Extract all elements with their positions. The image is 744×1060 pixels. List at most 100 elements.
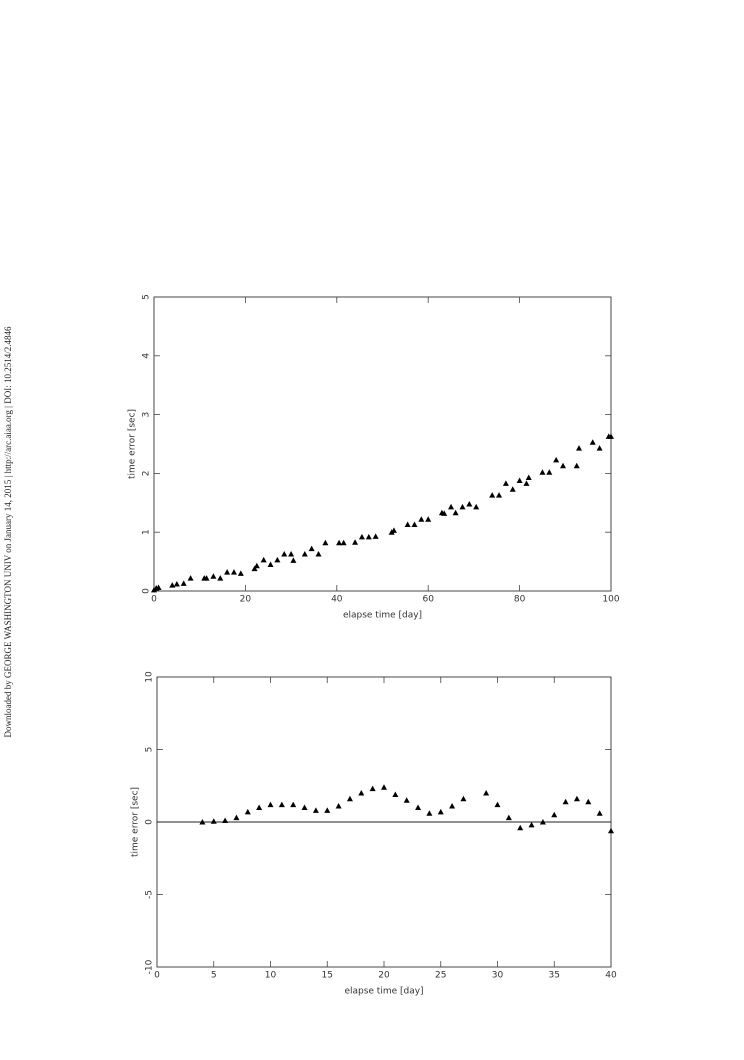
y-tick-label: -5 — [145, 890, 155, 899]
y-tick-label: 0 — [145, 819, 155, 825]
data-point — [496, 492, 503, 498]
data-point — [155, 584, 162, 590]
data-point — [390, 527, 397, 533]
data-point — [267, 801, 274, 808]
data-point — [301, 804, 308, 810]
data-point — [358, 790, 365, 796]
x-axis-label: elapse time [day] — [343, 611, 422, 621]
data-point — [365, 533, 372, 540]
data-point — [274, 556, 281, 563]
data-point — [473, 503, 480, 510]
data-point — [369, 785, 376, 792]
data-point — [281, 550, 288, 557]
data-point — [237, 570, 244, 576]
data-point — [308, 545, 315, 552]
data-point — [418, 516, 425, 522]
download-note: Downloaded by GEORGE WASHINGTON UNIV on … — [3, 326, 13, 737]
y-tick-label: 5 — [142, 294, 152, 300]
data-point — [251, 565, 258, 572]
data-point — [483, 790, 490, 796]
data-point — [324, 807, 331, 813]
x-tick-label: 100 — [602, 595, 619, 605]
data-point — [404, 521, 411, 528]
data-point — [560, 462, 567, 469]
data-point — [596, 445, 603, 451]
x-tick-label: 25 — [435, 971, 446, 981]
data-point — [278, 801, 285, 808]
x-tick-label: 80 — [514, 595, 526, 605]
y-tick-label: 2 — [142, 471, 152, 477]
data-point — [585, 798, 592, 805]
x-tick-label: 15 — [322, 971, 333, 981]
data-point — [260, 556, 267, 563]
data-point — [372, 533, 379, 539]
data-point — [222, 817, 229, 824]
data-point — [210, 573, 217, 579]
data-point — [517, 824, 524, 831]
data-point — [539, 469, 546, 475]
data-point — [210, 818, 217, 824]
x-tick-label: 60 — [422, 595, 434, 605]
x-tick-label: 10 — [265, 971, 277, 981]
data-point — [290, 801, 297, 808]
x-tick-label: 20 — [378, 971, 390, 981]
data-point — [573, 795, 580, 802]
x-tick-label: 30 — [492, 971, 504, 981]
data-point — [381, 784, 387, 790]
data-point — [180, 580, 187, 586]
data-point — [502, 480, 509, 486]
data-point — [230, 569, 237, 575]
data-point — [459, 503, 466, 510]
data-point — [253, 562, 260, 569]
data-point — [596, 810, 603, 816]
data-point — [322, 539, 329, 546]
data-point — [301, 550, 308, 557]
data-point — [449, 803, 456, 809]
x-tick-label: 40 — [605, 971, 617, 981]
data-point — [494, 801, 501, 808]
data-point — [199, 819, 206, 825]
data-point — [217, 575, 224, 581]
data-point — [437, 808, 444, 815]
data-point — [352, 539, 359, 545]
x-tick-label: 0 — [154, 971, 160, 981]
data-point — [505, 814, 512, 821]
data-point — [489, 492, 496, 498]
data-point — [452, 509, 459, 516]
data-point — [187, 575, 194, 581]
data-point — [173, 580, 180, 587]
x-tick-label: 0 — [151, 595, 157, 605]
data-point — [528, 821, 535, 828]
x-axis-label: elapse time [day] — [344, 987, 423, 997]
data-point — [576, 445, 583, 451]
data-point — [562, 798, 569, 805]
y-tick-label: 10 — [145, 671, 155, 683]
data-point — [509, 486, 516, 492]
data-point — [523, 480, 530, 486]
x-tick-label: 20 — [240, 595, 252, 605]
data-point — [315, 550, 322, 557]
x-tick-label: 35 — [549, 971, 560, 981]
data-point — [460, 795, 467, 802]
data-point — [448, 503, 455, 510]
y-axis-label: time error [sec] — [128, 409, 138, 479]
data-point — [244, 808, 251, 815]
data-point — [288, 550, 295, 557]
y-tick-label: 4 — [142, 353, 152, 359]
data-point — [551, 811, 558, 818]
data-point — [290, 557, 297, 563]
data-point — [203, 575, 210, 581]
data-point — [539, 819, 546, 825]
y-axis-label: time error [sec] — [131, 787, 141, 857]
data-point — [426, 810, 433, 816]
data-point — [256, 804, 263, 810]
data-point — [546, 469, 553, 475]
data-point — [516, 477, 523, 483]
data-point — [403, 797, 410, 803]
data-point — [224, 569, 231, 575]
data-point — [312, 807, 319, 813]
data-point — [425, 516, 432, 522]
data-point — [358, 533, 365, 540]
